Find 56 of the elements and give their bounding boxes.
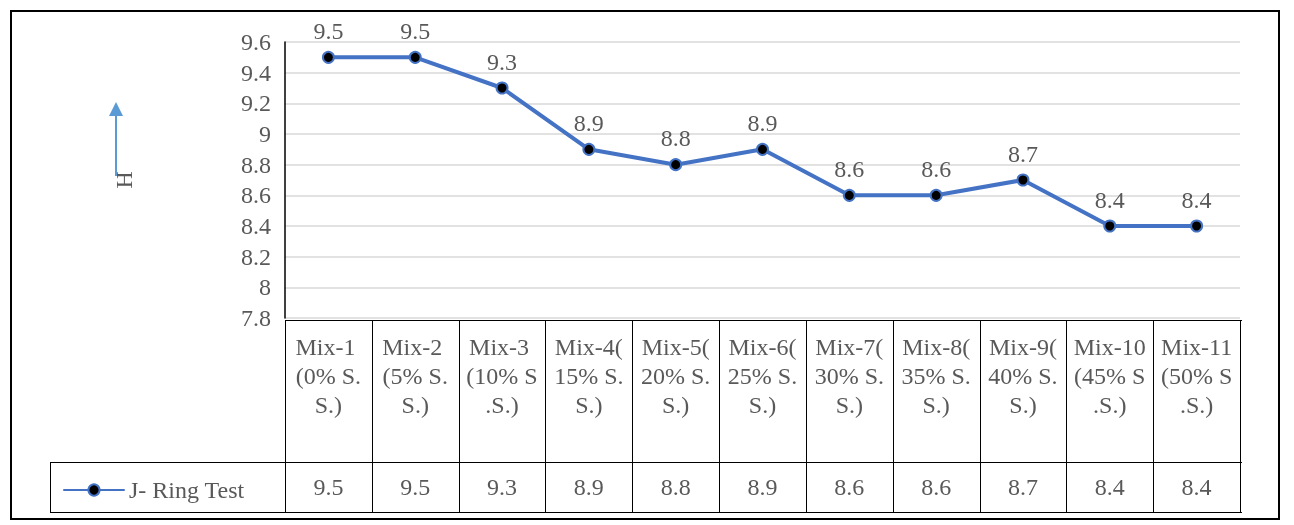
data-label: 8.7	[1007, 474, 1038, 500]
x-tick-label: Mix-8(35% S.S.)	[901, 333, 971, 418]
y-tick-label: 9.2	[241, 90, 271, 117]
legend-label: J- Ring Test	[129, 477, 245, 503]
point	[321, 50, 335, 64]
text: 9.3	[487, 48, 518, 75]
data-label: 9.5	[400, 474, 431, 500]
x-tick-label: Mix-6(25% S.S.)	[727, 333, 798, 418]
text: 8.6	[921, 155, 952, 182]
point	[1016, 173, 1030, 187]
x-tick-label: Mix-7(30% S.S.)	[814, 333, 884, 418]
point	[1190, 219, 1204, 233]
point	[756, 142, 769, 156]
data-label: 9.3	[487, 474, 518, 500]
point	[669, 158, 683, 172]
point	[842, 188, 856, 202]
text: 8.8	[660, 125, 691, 152]
x-tick-label: Mix-9(40% S.S.)	[988, 333, 1058, 418]
data-label: 8.6	[921, 474, 952, 500]
data-label: 8.4	[1094, 474, 1125, 500]
point	[495, 81, 509, 95]
y-tick-label: 8.4	[241, 213, 271, 239]
y-tick-label: 7.8	[241, 305, 271, 331]
text: 9.5	[313, 17, 344, 44]
x-tick-label: Mix-2 (5% S.S.)	[382, 333, 449, 418]
text: 9.5	[400, 17, 431, 44]
y-tick-label: 8	[259, 274, 271, 301]
y-tick-label: 8.8	[241, 151, 271, 178]
data-label: 8.6	[834, 474, 865, 500]
point	[408, 50, 422, 64]
text: 8.9	[747, 109, 778, 136]
text: 8.7	[1007, 140, 1038, 167]
y-tick-label: 9.6	[241, 29, 271, 55]
point	[929, 188, 943, 202]
point	[582, 142, 596, 156]
text: 8.4	[1094, 186, 1125, 213]
text: 8.4	[1181, 186, 1212, 213]
text: 8.9	[573, 109, 604, 136]
text: 8.6	[834, 155, 865, 182]
y-tick-label: 8.2	[241, 243, 271, 270]
data-label: 8.8	[660, 474, 691, 500]
data-label: 8.9	[747, 474, 778, 500]
point	[1103, 219, 1117, 233]
y-tick-label: 9.4	[241, 59, 271, 86]
y-axis-title: H	[112, 171, 138, 189]
x-tick-label: Mix-3 (10% S.S.)	[466, 333, 538, 418]
x-tick-label: Mix-5(20% S.S.)	[641, 333, 711, 418]
x-tick-label: Mix-11(50% S.S.)	[1160, 333, 1233, 418]
data-label: 8.9	[573, 474, 604, 500]
data-label: 8.4	[1181, 474, 1212, 500]
x-tick-label: Mix-10(45% S.S.)	[1073, 333, 1146, 418]
y-tick-label: 8.6	[241, 182, 271, 209]
x-tick-label: Mix-1 (0% S.S.)	[295, 333, 362, 418]
data-label: 9.5	[313, 474, 344, 500]
x-tick-label: Mix-4(15% S.S.)	[554, 333, 624, 418]
y-tick-label: 9	[259, 121, 271, 147]
